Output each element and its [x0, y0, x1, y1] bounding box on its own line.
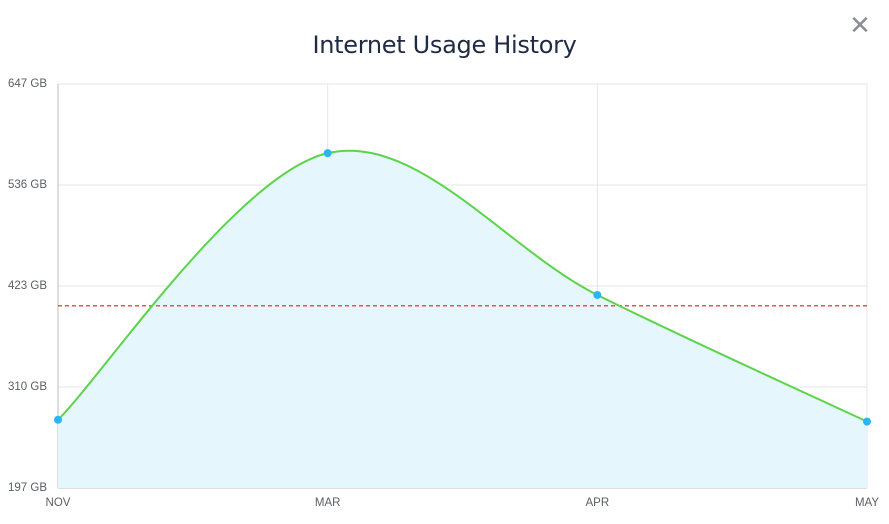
- y-axis-ticks: 647 GB 536 GB 423 GB 310 GB 197 GB: [8, 78, 47, 494]
- series-line: [57, 149, 868, 423]
- data-point-may[interactable]: [863, 417, 871, 426]
- data-point-apr[interactable]: [593, 290, 602, 299]
- x-tick-label: APR: [586, 497, 610, 509]
- x-axis-ticks: NOV MAR APR MAY: [46, 497, 880, 509]
- data-point-mar[interactable]: [323, 149, 332, 158]
- x-tick-label: MAR: [315, 497, 341, 509]
- y-tick-label: 423 GB: [8, 280, 47, 292]
- data-point-nov[interactable]: [54, 415, 62, 424]
- x-tick-label: NOV: [46, 497, 71, 509]
- chart-title: Internet Usage History: [312, 31, 577, 59]
- y-tick-label: 647 GB: [8, 78, 47, 90]
- x-tick-label: MAY: [855, 497, 879, 509]
- y-tick-label: 536 GB: [8, 179, 47, 191]
- close-icon[interactable]: ✕: [849, 11, 871, 41]
- data-points: [54, 149, 871, 426]
- area-fill: [58, 150, 867, 488]
- y-tick-label: 310 GB: [8, 381, 47, 393]
- y-tick-label: 197 GB: [8, 482, 47, 494]
